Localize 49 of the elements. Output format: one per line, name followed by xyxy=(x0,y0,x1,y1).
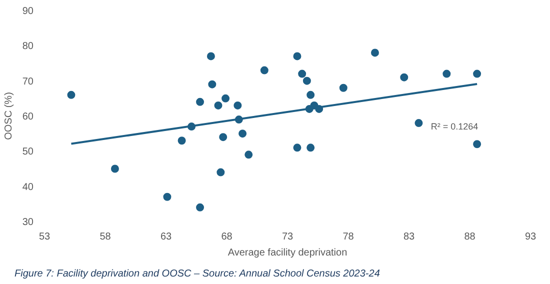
point xyxy=(67,90,76,99)
point xyxy=(110,164,119,173)
x-tick-label: 63 xyxy=(160,232,172,242)
y-tick-label: 30 xyxy=(22,217,34,228)
point xyxy=(163,192,172,201)
point xyxy=(222,94,230,102)
y-tick-label: 80 xyxy=(22,41,34,52)
point xyxy=(219,133,228,142)
x-tick-label: 68 xyxy=(221,232,233,242)
point xyxy=(178,136,186,145)
point xyxy=(244,150,253,159)
x-tick-label: 78 xyxy=(342,232,354,242)
y-tick-label: 90 xyxy=(22,6,34,17)
point xyxy=(196,98,204,106)
point xyxy=(414,119,423,128)
point xyxy=(214,101,222,110)
y-tick-label: 70 xyxy=(22,76,34,88)
x-tick-label: 73 xyxy=(282,232,294,242)
x-tick-label: 83 xyxy=(403,232,415,242)
point xyxy=(238,130,247,138)
point xyxy=(216,168,225,176)
y-tick-label: 60 xyxy=(22,112,34,122)
point xyxy=(370,48,379,57)
y-tick-label: 40 xyxy=(22,182,34,193)
x-tick-label: 58 xyxy=(100,232,112,242)
x-tick-label: 93 xyxy=(524,232,536,242)
annotation: R² = 0.1264 xyxy=(430,122,478,132)
point xyxy=(473,70,482,78)
point xyxy=(302,76,311,85)
point xyxy=(206,52,215,60)
point xyxy=(442,70,451,78)
point xyxy=(473,140,482,148)
caption: Figure 7: Facility deprivation and OOSC – Source: Annual School Census 2023-24 xyxy=(14,268,380,280)
point xyxy=(293,144,302,152)
point xyxy=(234,101,242,110)
point xyxy=(260,66,268,74)
point xyxy=(196,203,204,212)
point xyxy=(306,144,315,152)
point xyxy=(400,73,408,82)
x-axis-title: Average facility deprivation xyxy=(228,248,348,258)
point xyxy=(293,52,302,60)
point xyxy=(298,70,306,78)
point xyxy=(339,84,348,92)
x-tick-label: 88 xyxy=(464,232,476,242)
y-axis-title: OOSC (%) xyxy=(3,92,14,140)
point xyxy=(208,80,216,88)
point xyxy=(306,90,315,99)
x-tick-label: 53 xyxy=(38,232,50,242)
y-tick-label: 50 xyxy=(22,146,34,158)
